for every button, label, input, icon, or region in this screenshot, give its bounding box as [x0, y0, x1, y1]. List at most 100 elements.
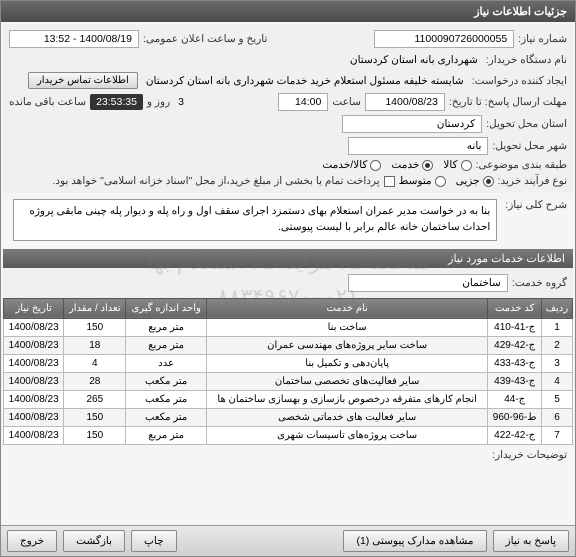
window-title: جزئیات اطلاعات نیاز — [474, 6, 567, 18]
table-cell: ساخت پروژه‌های تاسیسات شهری — [206, 426, 487, 444]
buyer-notes-label: توضیحات خریدار: — [492, 449, 567, 461]
table-cell: متر مربع — [126, 426, 207, 444]
services-table: ردیفکد خدمتنام خدمتواحد اندازه گیریتعداد… — [3, 298, 573, 445]
countdown-timer: 23:53:35 — [90, 94, 143, 110]
table-cell: 1400/08/23 — [4, 354, 64, 372]
header-form: شماره نیاز: 1100090726000055 تاریخ و ساع… — [3, 24, 573, 193]
table-header: کد خدمت — [488, 298, 542, 318]
table-cell: 1400/08/23 — [4, 390, 64, 408]
table-cell: 150 — [64, 318, 126, 336]
table-cell: عدد — [126, 354, 207, 372]
table-cell: متر مربع — [126, 336, 207, 354]
table-cell: ساخت بنا — [206, 318, 487, 336]
pay-note: پرداخت تمام یا بخشی از مبلغ خرید،از محل … — [52, 175, 379, 187]
table-cell: ج-42-429 — [488, 336, 542, 354]
table-cell: ساخت سایر پروژه‌های مهندسی عمران — [206, 336, 487, 354]
table-cell: 7 — [541, 426, 572, 444]
table-cell: 265 — [64, 390, 126, 408]
exit-button[interactable]: خروج — [7, 530, 57, 552]
table-row[interactable]: 3ج-43-433پایان‌دهی و تکمیل بناعدد41400/0… — [4, 354, 573, 372]
table-cell: 5 — [541, 390, 572, 408]
table-header: واحد اندازه گیری — [126, 298, 207, 318]
table-cell: 150 — [64, 408, 126, 426]
table-cell: 150 — [64, 426, 126, 444]
radio-medium[interactable]: متوسط — [399, 175, 446, 187]
days-label: روز و — [147, 96, 170, 108]
table-header: ردیف — [541, 298, 572, 318]
need-no-label: شماره نیاز: — [518, 33, 567, 45]
print-button[interactable]: چاپ — [131, 530, 177, 552]
table-cell: انجام کارهای متفرقه درخصوص بازسازی و بهس… — [206, 390, 487, 408]
table-cell: 18 — [64, 336, 126, 354]
main-window: جزئیات اطلاعات نیاز شماره نیاز: 11000907… — [0, 0, 576, 557]
deadline-time: 14:00 — [278, 93, 328, 111]
days-val: 3 — [174, 94, 188, 110]
province-label: استان محل تحویل: — [486, 118, 567, 130]
table-cell: 1400/08/23 — [4, 336, 64, 354]
table-cell: ج-42-422 — [488, 426, 542, 444]
radio-both[interactable]: کالا/خدمت — [322, 159, 381, 171]
table-row[interactable]: 7ج-42-422ساخت پروژه‌های تاسیسات شهریمتر … — [4, 426, 573, 444]
table-cell: ج-43-433 — [488, 354, 542, 372]
city-value: بانه — [348, 137, 488, 155]
process-radio-group: جزیی متوسط — [399, 175, 494, 187]
desc-label: شرح کلی نیاز: — [505, 195, 567, 211]
buyer-value: شهرداری بانه استان کردستان — [346, 52, 482, 68]
group-value: ساختمان — [348, 274, 508, 292]
table-cell: 2 — [541, 336, 572, 354]
table-cell: سایر فعالیت های خدماتی شخصی — [206, 408, 487, 426]
table-header: تاریخ نیاز — [4, 298, 64, 318]
table-cell: 6 — [541, 408, 572, 426]
need-no-value: 1100090726000055 — [374, 30, 514, 48]
table-row[interactable]: 2ج-42-429ساخت سایر پروژه‌های مهندسی عمرا… — [4, 336, 573, 354]
contact-button[interactable]: اطلاعات تماس خریدار — [28, 72, 138, 89]
table-row[interactable]: 1ج-41-410ساخت بنامتر مربع1501400/08/23 — [4, 318, 573, 336]
description-box: بنا به در خواست مدیر عمران استعلام بهای … — [13, 199, 497, 241]
treasury-checkbox[interactable] — [384, 176, 395, 187]
announce-label: تاریخ و ساعت اعلان عمومی: — [143, 33, 267, 45]
table-cell: ج-43-439 — [488, 372, 542, 390]
table-cell: سایر فعالیت‌های تخصصی ساختمان — [206, 372, 487, 390]
table-cell: متر مکعب — [126, 390, 207, 408]
table-cell: 4 — [64, 354, 126, 372]
remain-label: ساعت باقی مانده — [9, 96, 86, 108]
table-cell: ط-96-960 — [488, 408, 542, 426]
table-cell: متر مربع — [126, 318, 207, 336]
table-cell: ج-41-410 — [488, 318, 542, 336]
radio-goods[interactable]: کالا — [443, 159, 471, 171]
radio-small[interactable]: جزیی — [456, 175, 494, 187]
back-button[interactable]: بازگشت — [63, 530, 125, 552]
table-cell: 3 — [541, 354, 572, 372]
attachments-button[interactable]: مشاهده مدارک پیوستی (1) — [343, 530, 486, 552]
table-row[interactable]: 4ج-43-439سایر فعالیت‌های تخصصی ساختمانمت… — [4, 372, 573, 390]
table-row[interactable]: 6ط-96-960سایر فعالیت های خدماتی شخصیمتر … — [4, 408, 573, 426]
subject-type-label: طبقه بندی موضوعی: — [476, 159, 567, 171]
group-label: گروه خدمت: — [512, 277, 567, 289]
table-cell: 1 — [541, 318, 572, 336]
table-cell: 1400/08/23 — [4, 318, 64, 336]
services-header: اطلاعات خدمات مورد نیاز — [3, 249, 573, 268]
deadline-label: مهلت ارسال پاسخ: تا تاریخ: — [449, 96, 567, 108]
table-header: تعداد / مقدار — [64, 298, 126, 318]
table-header: نام خدمت — [206, 298, 487, 318]
announce-value: 1400/08/19 - 13:52 — [9, 30, 139, 48]
table-cell: 4 — [541, 372, 572, 390]
table-cell: 1400/08/23 — [4, 408, 64, 426]
footer-bar: پاسخ به نیاز مشاهده مدارک پیوستی (1) چاپ… — [1, 525, 575, 556]
content-area: شماره نیاز: 1100090726000055 تاریخ و ساع… — [1, 22, 575, 525]
subject-radio-group: کالا خدمت کالا/خدمت — [322, 159, 471, 171]
deadline-date: 1400/08/23 — [365, 93, 445, 111]
window-title-bar: جزئیات اطلاعات نیاز — [1, 1, 575, 22]
table-cell: متر مکعب — [126, 408, 207, 426]
table-cell: 1400/08/23 — [4, 426, 64, 444]
table-cell: 1400/08/23 — [4, 372, 64, 390]
creator-value: شایسته خلیفه مسئول استعلام خرید خدمات شه… — [142, 73, 468, 89]
table-cell: 28 — [64, 372, 126, 390]
creator-label: ایجاد کننده درخواست: — [472, 75, 567, 87]
buyer-label: نام دستگاه خریدار: — [486, 54, 567, 66]
radio-service[interactable]: خدمت — [391, 159, 433, 171]
province-value: کردستان — [342, 115, 482, 133]
respond-button[interactable]: پاسخ به نیاز — [493, 530, 569, 552]
time-label: ساعت — [332, 96, 361, 108]
table-row[interactable]: 5ج-44انجام کارهای متفرقه درخصوص بازسازی … — [4, 390, 573, 408]
